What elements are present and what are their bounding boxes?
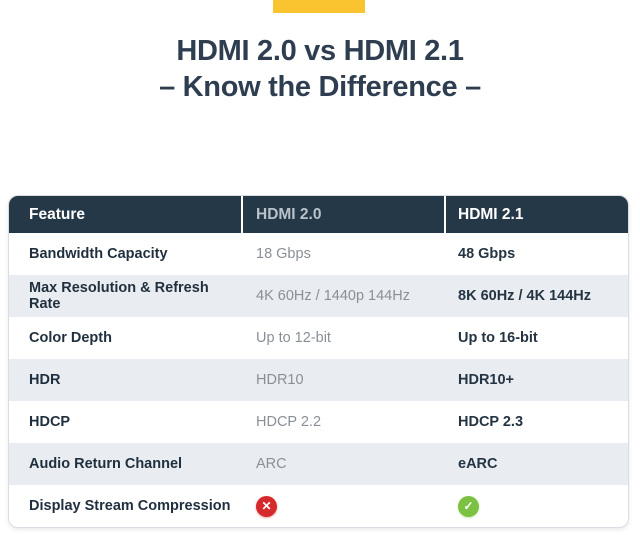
hdmi20-value: 4K 60Hz / 1440p 144Hz <box>256 288 410 304</box>
hdmi21-value: 8K 60Hz / 4K 144Hz <box>458 288 591 304</box>
table-row: Bandwidth Capacity 18 Gbps 48 Gbps <box>9 233 628 275</box>
hdmi21-value: 48 Gbps <box>458 246 516 262</box>
header-hdmi-2-0: HDMI 2.0 <box>241 196 444 233</box>
header-feature: Feature <box>29 205 85 223</box>
table-row: Color Depth Up to 12-bit Up to 16-bit <box>9 317 628 359</box>
hdmi21-value: ✓ <box>444 495 628 517</box>
hdmi20-value: HDCP 2.2 <box>256 414 322 430</box>
feature-label: HDCP <box>29 414 71 430</box>
hdmi21-value: HDR10+ <box>458 372 515 388</box>
accent-banner <box>273 0 365 13</box>
hdmi21-value: eARC <box>458 456 498 472</box>
hdmi20-value: ✕ <box>241 495 444 517</box>
feature-label: Color Depth <box>29 330 112 346</box>
table-row: Audio Return Channel ARC eARC <box>9 443 628 485</box>
header-hdmi-2-1: HDMI 2.1 <box>444 196 628 233</box>
check-icon: ✓ <box>458 495 479 517</box>
feature-label: Bandwidth Capacity <box>29 246 168 262</box>
table-header-row: Feature HDMI 2.0 HDMI 2.1 <box>9 196 628 233</box>
hdmi21-value: HDCP 2.3 <box>458 414 524 430</box>
feature-label: HDR <box>29 372 61 388</box>
comparison-table: Feature HDMI 2.0 HDMI 2.1 Bandwidth Capa… <box>8 195 629 528</box>
page-title-line1: HDMI 2.0 vs HDMI 2.1 <box>176 35 464 67</box>
page-title: HDMI 2.0 vs HDMI 2.1 – Know the Differen… <box>0 33 640 105</box>
table-row: Max Resolution & Refresh Rate 4K 60Hz / … <box>9 275 628 317</box>
feature-label: Display Stream Compression <box>29 498 231 514</box>
cross-icon: ✕ <box>256 495 277 517</box>
hdmi20-value: ARC <box>256 456 287 472</box>
feature-label: Max Resolution & Refresh Rate <box>29 280 209 312</box>
table-body: Bandwidth Capacity 18 Gbps 48 Gbps Max R… <box>9 233 628 527</box>
hdmi21-value: Up to 16-bit <box>458 330 538 346</box>
hdmi20-value: HDR10 <box>256 372 304 388</box>
table-row: Display Stream Compression ✕ ✓ <box>9 485 628 527</box>
hdmi20-value: Up to 12-bit <box>256 330 331 346</box>
table-row: HDCP HDCP 2.2 HDCP 2.3 <box>9 401 628 443</box>
table-row: HDR HDR10 HDR10+ <box>9 359 628 401</box>
hdmi20-value: 18 Gbps <box>256 246 311 262</box>
page-title-line2: – Know the Difference – <box>159 71 481 103</box>
feature-label: Audio Return Channel <box>29 456 183 472</box>
